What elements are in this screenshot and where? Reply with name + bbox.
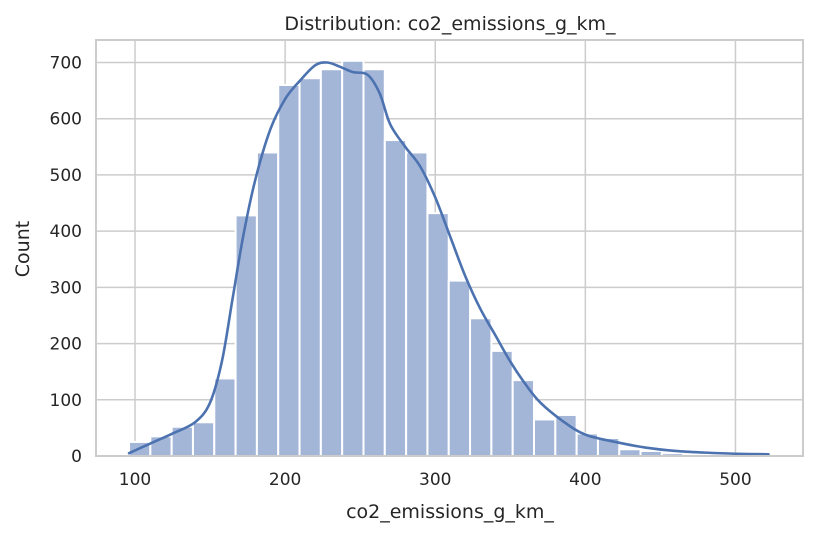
x-axis-label: co2_emissions_g_km_ [346,501,554,523]
y-tick-label: 300 [50,278,82,298]
y-axis-label: Count [12,221,34,277]
histogram-bar [554,413,578,457]
histogram-bar [447,279,472,457]
histogram-bar [255,151,280,457]
y-tick-label: 0 [71,447,82,467]
histogram-bar [490,349,514,457]
x-tick-label: 400 [569,470,601,490]
x-tick-label: 300 [419,470,451,490]
x-tick-label: 500 [719,470,751,490]
y-tick-label: 700 [50,53,82,73]
chart-title: Distribution: co2_emissions_g_km_ [284,13,616,35]
histogram-bar [362,68,386,458]
y-ticks: 0 100 200 300 400 500 600 700 [50,53,82,467]
histogram-bar [469,317,493,457]
x-ticks: 100 200 300 400 500 [119,470,752,490]
histogram-bar [341,59,365,458]
histogram-bar [405,151,429,457]
histogram-bar [618,448,642,458]
histogram-bar [426,212,450,457]
histogram-bar [383,139,408,458]
y-tick-label: 500 [50,166,82,186]
histogram-bar [298,77,322,458]
y-tick-label: 200 [50,335,82,355]
y-tick-label: 400 [50,222,82,242]
histogram-bar [213,377,237,458]
histogram-bar [191,421,216,457]
histogram-bar [533,418,557,458]
histogram-bar [319,68,344,458]
x-tick-label: 200 [269,470,301,490]
histogram-bar [277,83,301,458]
x-tick-label: 100 [119,470,151,490]
kde-layer [127,61,770,456]
kde-curve [127,61,770,456]
y-tick-label: 100 [50,391,82,411]
y-tick-label: 600 [50,110,82,130]
bars [128,59,770,458]
histogram-bar [234,214,258,457]
plot-frame [95,39,804,457]
